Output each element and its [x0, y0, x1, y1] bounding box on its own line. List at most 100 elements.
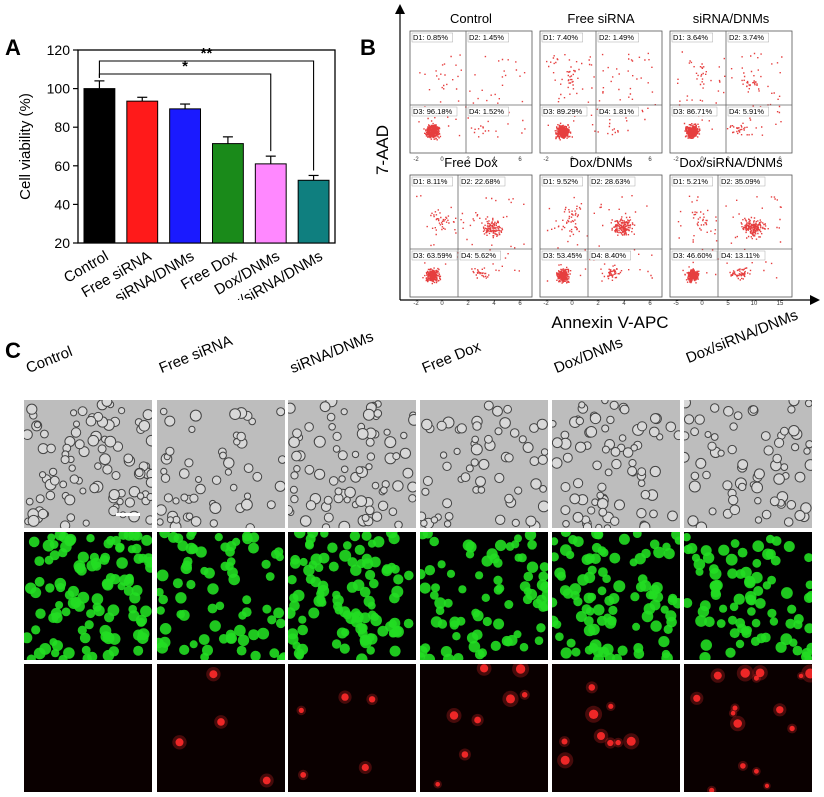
quadrant-box: [411, 250, 458, 261]
red-spot: [588, 709, 599, 719]
y-tick-label: 20: [54, 235, 70, 251]
scatter-points: [416, 195, 525, 285]
quadrant-box: [671, 32, 713, 43]
red-spot: [626, 736, 636, 746]
red-spot: [480, 664, 489, 673]
panel-c-label: C: [5, 338, 21, 363]
red-spot: [798, 673, 804, 679]
x-tick-label: 4: [492, 301, 496, 307]
dead-cell-stain-image: [24, 664, 152, 792]
quadrant-box: [597, 106, 639, 117]
quadrant-box: [597, 32, 639, 43]
x-tick-label: 4: [622, 301, 626, 307]
quadrant-label: D3: 46.60%: [673, 251, 713, 260]
y-axis-label: Cell viability (%): [17, 93, 34, 200]
quadrant-label: D2: 35.09%: [721, 177, 761, 186]
bar: [211, 143, 244, 244]
bar: [83, 88, 116, 244]
quadrant-box: [727, 106, 769, 117]
bar: [297, 179, 330, 244]
flow-plot: Free siRNA D1: 7.40% D2: 1.49% D3: 89.29% D4…: [539, 11, 663, 163]
red-spot: [262, 776, 271, 785]
scatter-points: [546, 52, 656, 141]
quadrant-label: D1: 3.64%: [673, 33, 708, 42]
quadrant-box: [541, 32, 583, 43]
y-tick-label: 120: [47, 42, 71, 58]
red-spot: [560, 755, 570, 765]
x-tick-label: 0: [700, 301, 704, 307]
quadrant-label: D4: 1.52%: [469, 107, 504, 116]
live-cell-stain-image: [552, 532, 680, 660]
red-spot: [561, 738, 568, 745]
quadrant-label: D3: 63.59%: [413, 251, 453, 260]
y-tick-label: 100: [47, 81, 71, 97]
red-spot: [753, 675, 759, 681]
bar: [169, 108, 202, 244]
quadrant-label: D1: 7.40%: [543, 33, 578, 42]
x-tick-label: -2: [543, 301, 549, 307]
brightfield-image: [24, 400, 152, 528]
red-spot: [740, 668, 750, 678]
plot-title: Dox/DNMs: [570, 155, 633, 170]
flow-plot: Dox/DNMs D1: 9.52% D2: 28.63% D3: 53.45% D4:…: [539, 155, 663, 307]
quadrant-label: D2: 3.74%: [729, 33, 764, 42]
quadrant-box: [459, 176, 506, 187]
x-tick-label: 2: [596, 301, 600, 307]
image-background: [552, 664, 680, 792]
red-spot: [175, 738, 184, 747]
red-spot: [805, 668, 812, 679]
significance-label: *: [182, 58, 188, 75]
quadrant-box: [719, 176, 766, 187]
quadrant-box: [671, 176, 713, 187]
y-tick-label: 40: [54, 196, 70, 212]
scatter-points: [418, 54, 526, 141]
column-label: siRNA/DNMs: [287, 328, 376, 377]
image-background: [24, 664, 152, 792]
plot-title: Free siRNA: [567, 11, 635, 26]
column-label: Free Dox: [419, 338, 484, 377]
quadrant-label: D2: 1.45%: [469, 33, 504, 42]
column-label: Dox/DNMs: [551, 334, 626, 377]
x-tick-label: 0: [700, 157, 704, 163]
quadrant-box: [467, 106, 509, 117]
quadrant-box: [589, 250, 631, 261]
quadrant-label: D4: 1.81%: [599, 107, 634, 116]
red-spot: [597, 732, 605, 740]
dead-cell-stain-image: [420, 664, 548, 792]
red-spot: [449, 711, 459, 720]
x-tick-label: 4: [622, 157, 626, 163]
quadrant-box: [411, 32, 453, 43]
plot-frame: [77, 49, 336, 244]
live-cell-stain-image: [684, 532, 812, 660]
red-spot: [713, 671, 722, 680]
x-tick-label: 6: [518, 301, 522, 307]
quadrant-box: [671, 250, 718, 261]
red-spot: [740, 763, 746, 769]
brightfield-image: [420, 400, 548, 528]
x-axis-arrowhead: [810, 295, 820, 305]
quadrant-box: [541, 106, 588, 117]
quadrant-box: [671, 106, 718, 117]
x-tick-label: -2: [413, 157, 419, 163]
red-spot: [209, 670, 218, 679]
live-cell-stain-image: [157, 532, 285, 660]
red-spot: [608, 703, 614, 709]
significance-bracket: [98, 60, 315, 171]
brightfield-image: [552, 400, 680, 528]
x-tick-label: 4: [752, 157, 756, 163]
dead-cell-stain-image: [288, 664, 416, 792]
x-tick-label: 0: [440, 301, 444, 307]
scatter-points: [677, 51, 783, 139]
x-tick-label: 2: [466, 301, 470, 307]
quadrant-label: D3: 89.29%: [543, 107, 583, 116]
x-tick-label: 10: [751, 301, 758, 307]
dead-cell-stain-image: [684, 664, 812, 792]
x-tick-label: 0: [570, 157, 574, 163]
red-spot: [789, 725, 795, 732]
red-spot: [341, 693, 349, 701]
quadrant-box: [541, 176, 583, 187]
red-spot: [521, 692, 528, 698]
red-spot: [461, 751, 469, 758]
live-cell-stain-image: [288, 532, 416, 660]
